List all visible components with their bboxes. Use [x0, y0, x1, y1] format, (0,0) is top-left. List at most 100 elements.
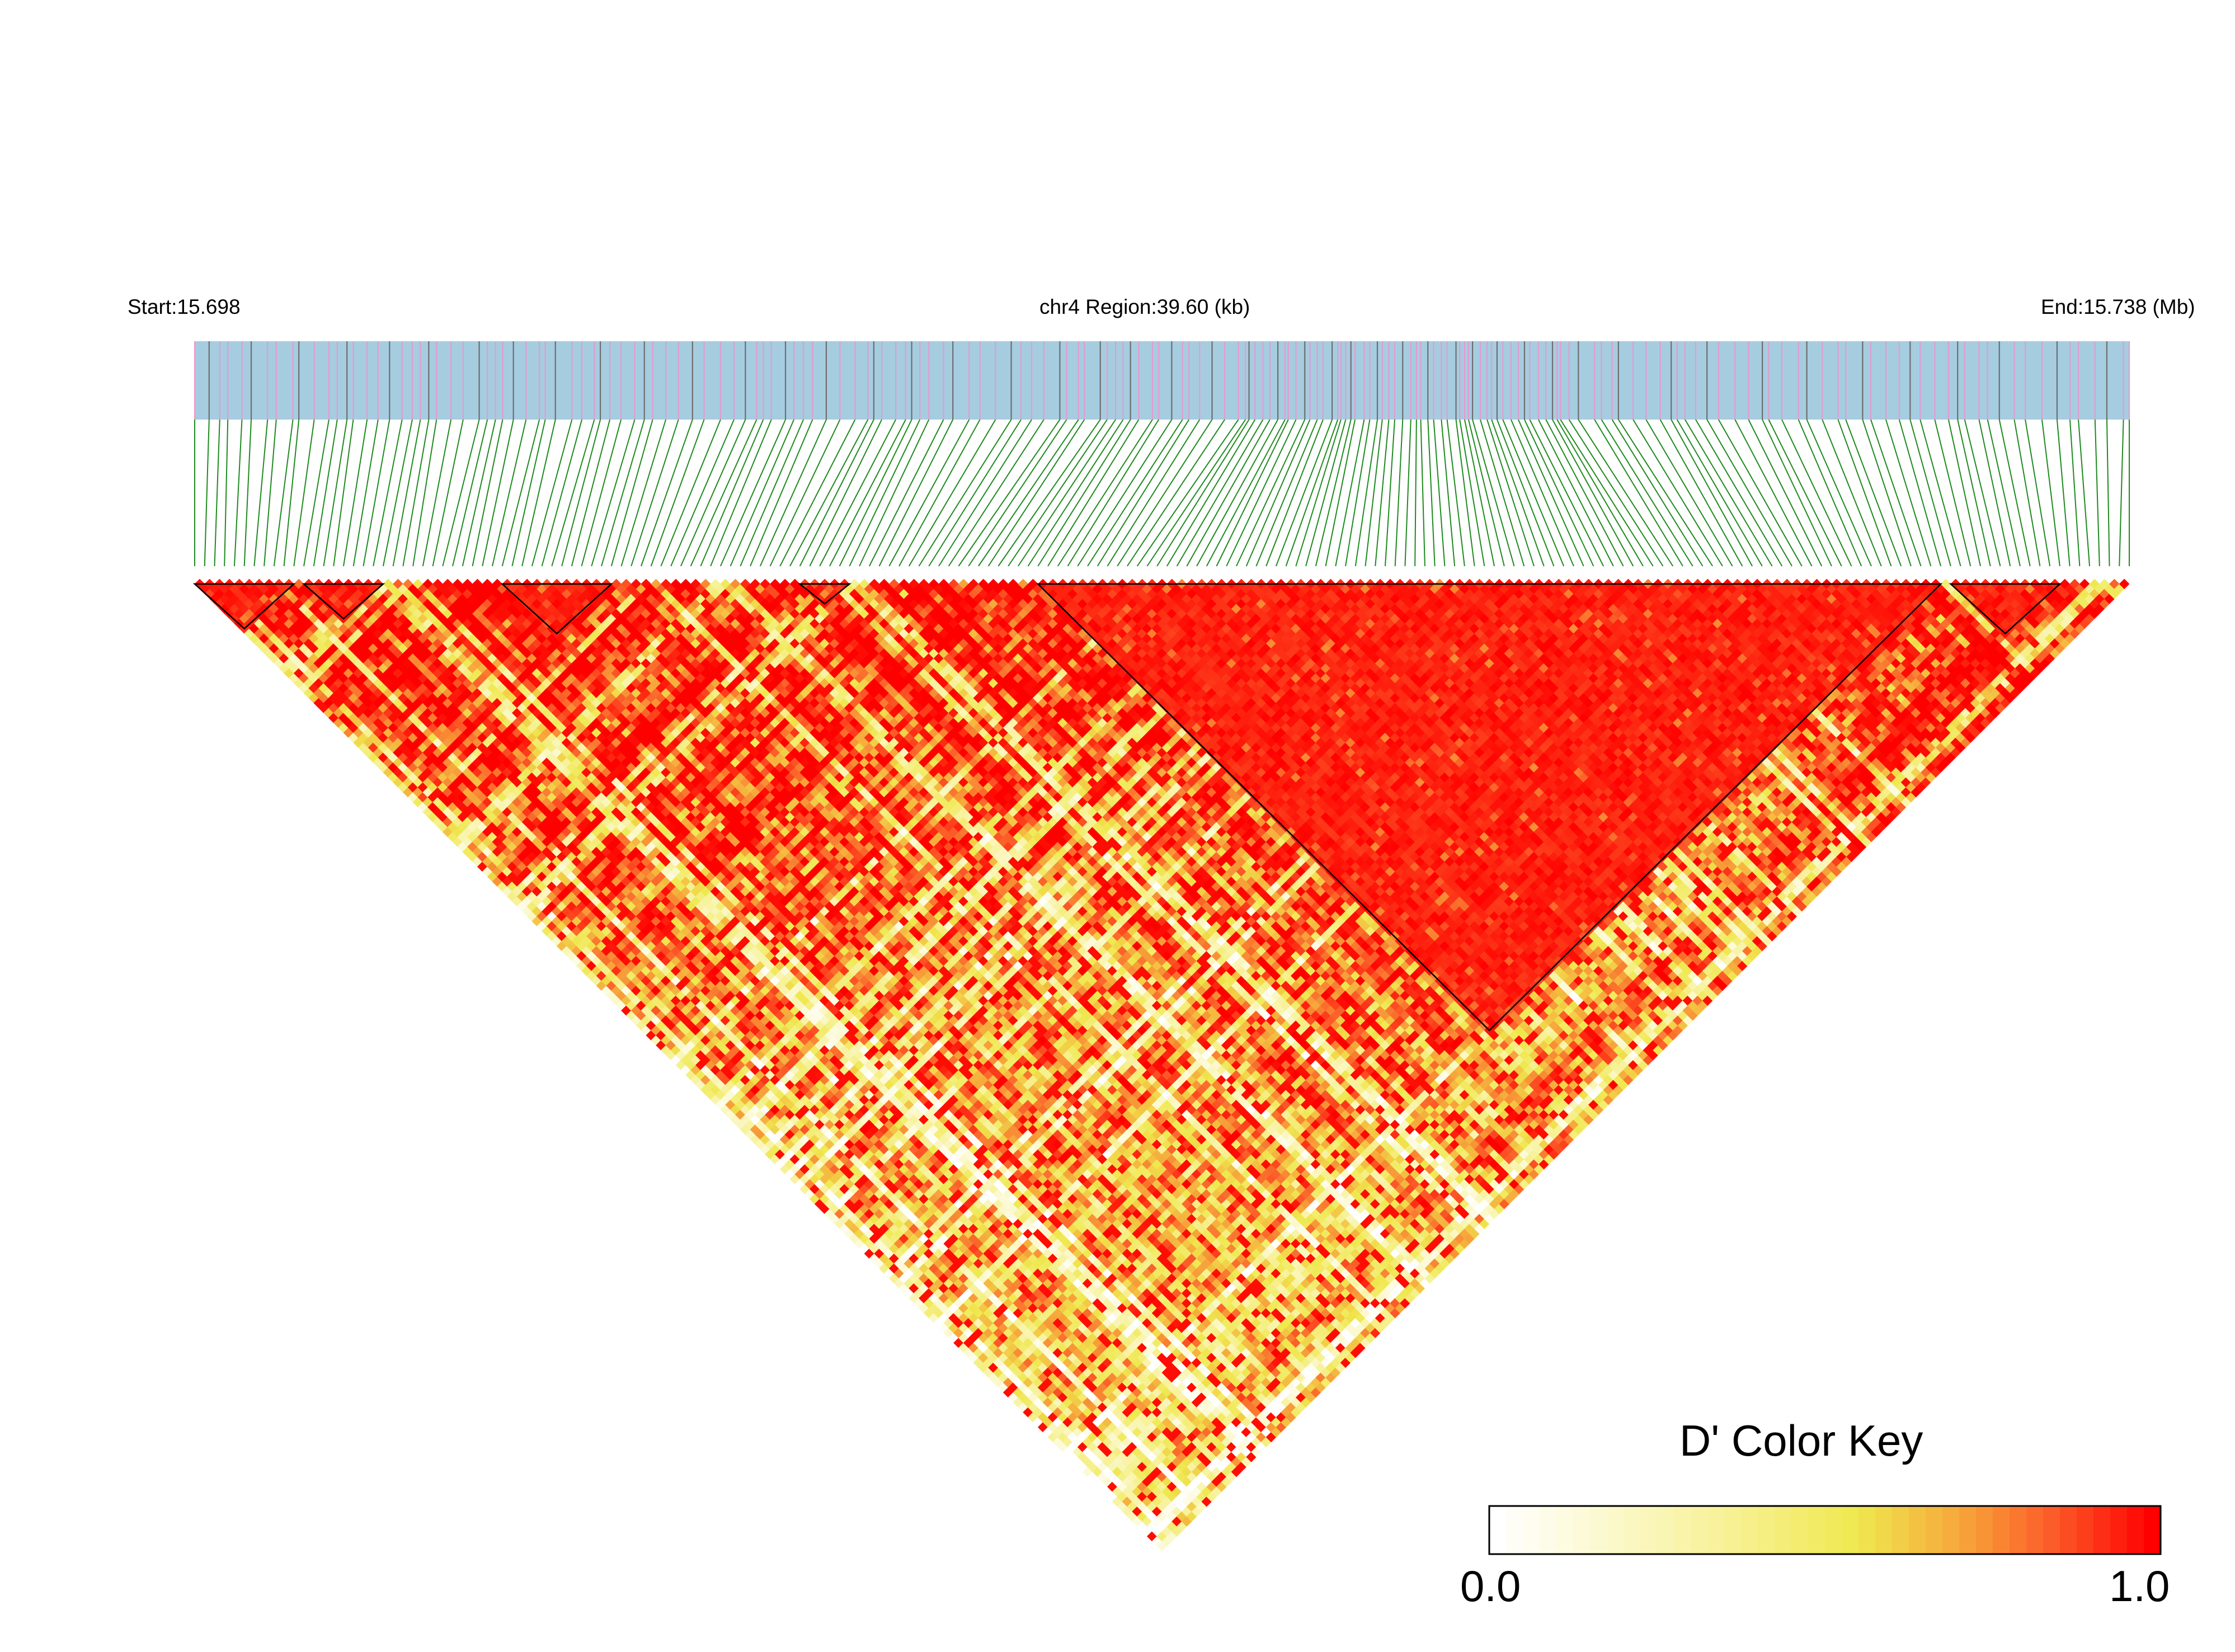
snp-connector	[1497, 419, 1555, 567]
snp-connector	[898, 419, 981, 567]
snp-connector	[313, 419, 338, 567]
snp-connector	[1734, 419, 1813, 567]
snp-connector	[1441, 419, 1456, 567]
snp-connector-lines	[194, 419, 2130, 567]
snp-connector	[650, 419, 705, 567]
snp-connector	[472, 419, 504, 567]
snp-connector	[273, 419, 294, 567]
snp-connector	[1632, 419, 1723, 567]
snp-connector	[392, 419, 421, 567]
snp-connector	[1265, 419, 1324, 567]
snp-connector	[1275, 419, 1333, 567]
snp-connector	[750, 419, 813, 567]
snp-connector	[601, 419, 645, 567]
snp-connector	[958, 419, 1061, 567]
snp-connector	[641, 419, 693, 567]
snp-connector	[1706, 419, 1792, 567]
snp-connector	[452, 419, 488, 567]
snp-connector	[1659, 419, 1743, 567]
snp-connector	[1176, 419, 1264, 567]
snp-connector	[1594, 419, 1683, 567]
snp-connector	[333, 419, 354, 567]
snp-connector	[918, 419, 1012, 567]
snp-connector	[363, 419, 390, 567]
snp-connector	[719, 419, 786, 567]
snp-connector	[412, 419, 437, 567]
snp-connector	[2025, 419, 2051, 567]
snp-connector	[1781, 419, 1852, 567]
snp-connector	[1545, 419, 1624, 567]
snp-connector	[382, 419, 413, 567]
snp-connector	[1987, 419, 2021, 567]
snp-connector	[888, 419, 970, 567]
snp-connector	[243, 419, 252, 567]
snp-connector	[1645, 419, 1733, 567]
snp-connector	[1695, 419, 1783, 567]
snp-connector	[1459, 419, 1485, 567]
snp-connector	[1255, 419, 1318, 567]
snp-connector	[710, 419, 772, 567]
snp-connector	[551, 419, 595, 567]
snp-connector	[264, 419, 277, 567]
snp-connector	[1295, 419, 1342, 567]
snp-connector	[2094, 419, 2100, 567]
snp-position-marks	[194, 341, 2130, 420]
snp-connector	[1845, 419, 1902, 567]
snp-connector	[1206, 419, 1286, 567]
snp-connector	[1472, 419, 1515, 567]
snp-connector	[700, 419, 764, 567]
snp-connector	[1325, 419, 1356, 567]
snp-connector	[1947, 419, 1981, 567]
snp-connector	[1822, 419, 1882, 567]
snp-connector	[878, 419, 954, 567]
snp-connector	[948, 419, 1044, 567]
snp-connector	[2106, 419, 2110, 567]
snp-connector	[1560, 419, 1654, 567]
snp-connector	[1768, 419, 1842, 567]
snp-connector	[1486, 419, 1535, 567]
snp-connector	[1433, 419, 1446, 567]
snp-connector	[1601, 419, 1693, 567]
snp-connector	[1502, 419, 1565, 567]
snp-connector	[1364, 419, 1383, 567]
snp-connector	[373, 419, 403, 567]
snp-connector	[1798, 419, 1862, 567]
snp-connector	[402, 419, 430, 567]
snp-connector	[1718, 419, 1803, 567]
snp-connector	[1671, 419, 1753, 567]
snp-connector	[1518, 419, 1584, 567]
snp-connector	[1414, 419, 1417, 567]
snp-connector	[561, 419, 601, 567]
snp-connector	[462, 419, 496, 567]
snp-connector	[1156, 419, 1250, 567]
snp-connector	[1455, 419, 1475, 567]
snp-connector	[1245, 419, 1311, 567]
snp-connector	[1385, 419, 1396, 567]
snp-connector	[501, 419, 540, 567]
snp-connector	[2078, 419, 2091, 567]
snp-connector	[432, 419, 464, 567]
snp-connector	[1027, 419, 1124, 567]
snp-connector	[670, 419, 735, 567]
snp-connector	[343, 419, 368, 567]
snp-connector	[660, 419, 721, 567]
snp-connector	[2013, 419, 2041, 567]
snp-connector	[819, 419, 896, 567]
snp-track-background	[195, 341, 2129, 420]
snp-connector	[1568, 419, 1664, 567]
snp-connector	[1375, 419, 1390, 567]
snp-connector	[620, 419, 667, 567]
snp-connector	[928, 419, 1022, 567]
snp-connector	[1964, 419, 2001, 567]
snp-connector	[323, 419, 348, 567]
snp-connector	[1919, 419, 1961, 567]
snp-connector	[482, 419, 514, 567]
snp-connector	[253, 419, 269, 567]
snp-connector	[690, 419, 757, 567]
snp-connector	[859, 419, 930, 567]
snp-connector	[204, 419, 210, 567]
snp-connector	[571, 419, 611, 567]
snp-connector	[1186, 419, 1271, 567]
snp-connector	[1957, 419, 1991, 567]
snp-connector	[1491, 419, 1545, 567]
